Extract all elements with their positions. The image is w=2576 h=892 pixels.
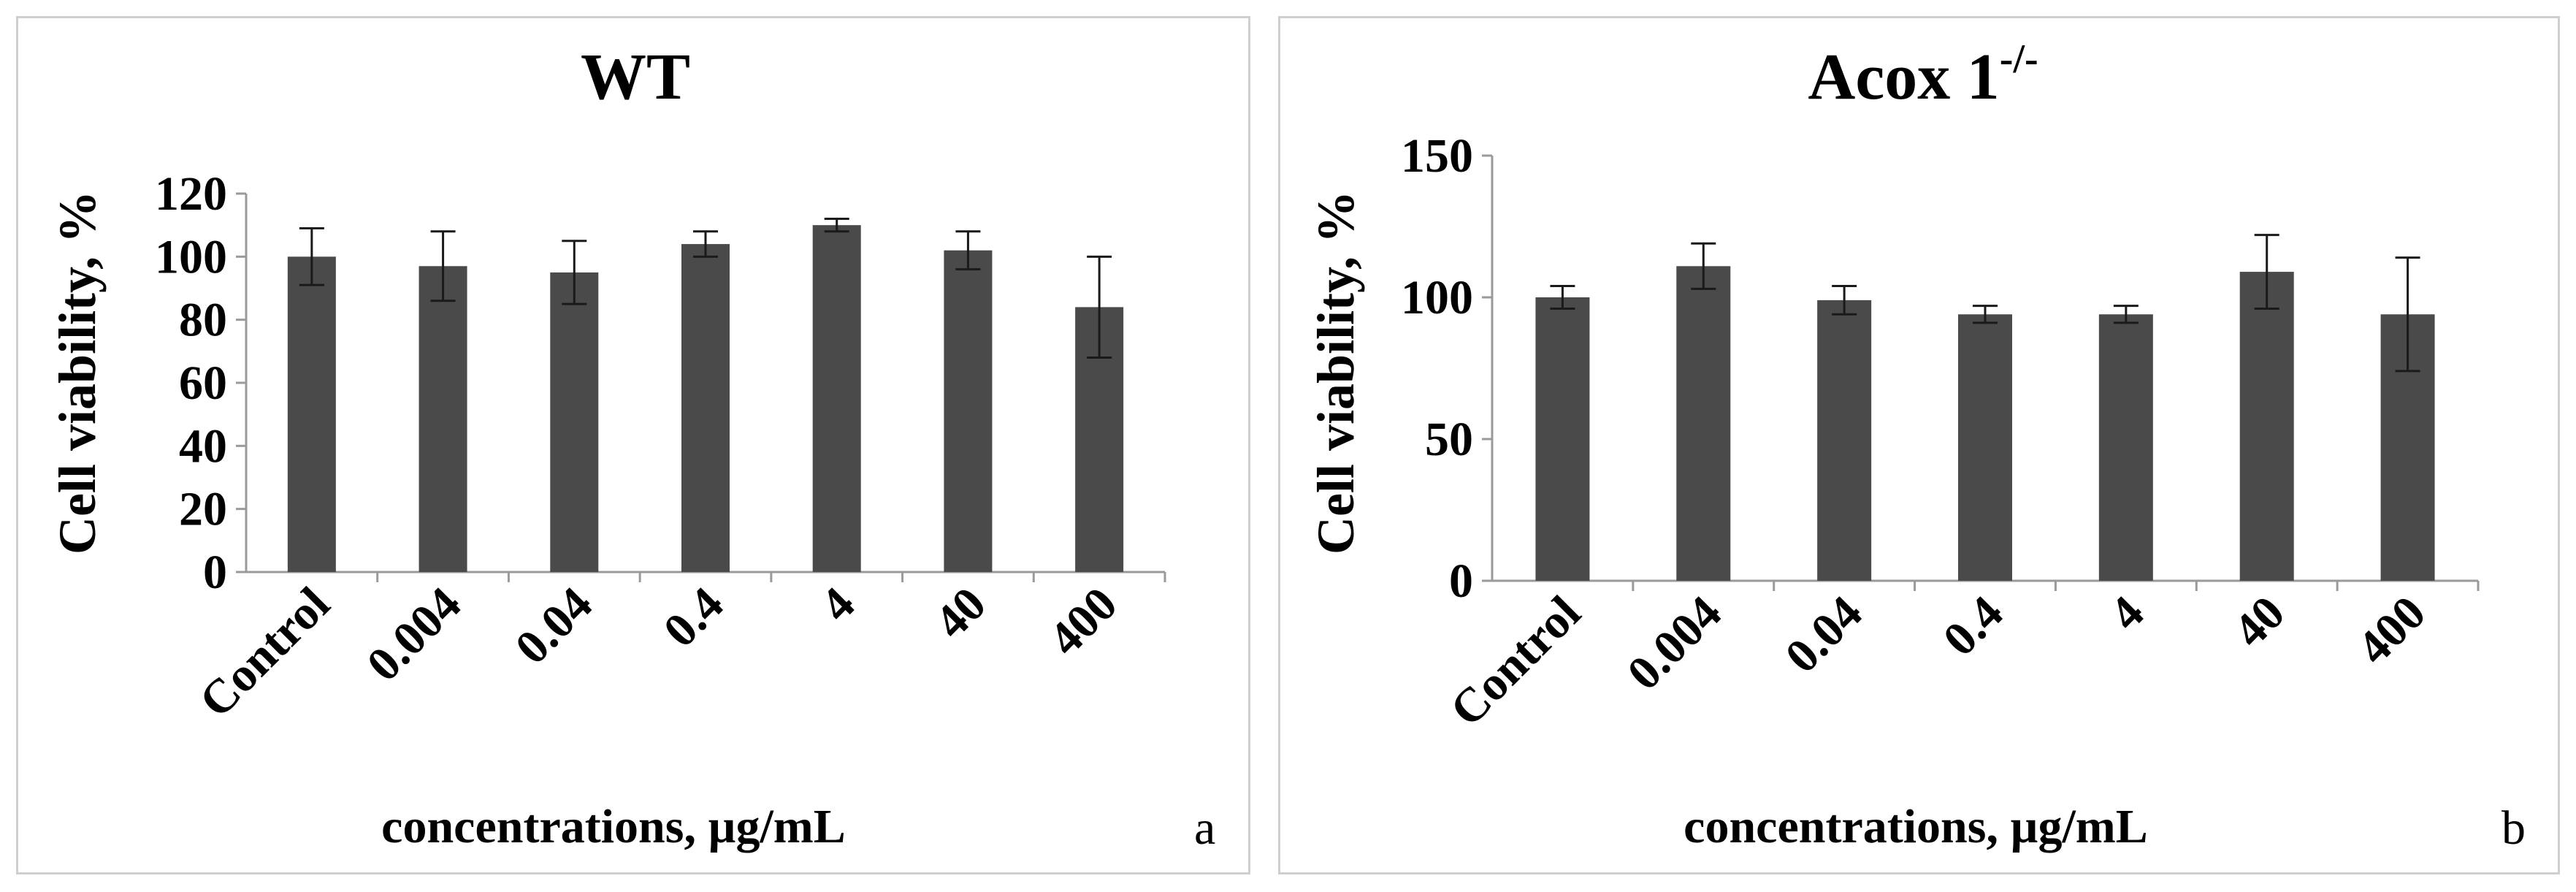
x-tick-label: 4 xyxy=(810,577,865,632)
bar-chart-wt: WT Cell viability, % concentrations, µg/… xyxy=(48,41,1215,855)
x-axis-label: concentrations, µg/mL xyxy=(1683,800,2148,853)
bar-0.04 xyxy=(1817,300,1872,581)
x-tick-label: 0.004 xyxy=(357,577,472,692)
y-tick-label: 80 xyxy=(179,294,227,347)
bar-40 xyxy=(2239,272,2294,581)
bar-0.4 xyxy=(1958,314,2012,581)
bar-40 xyxy=(944,250,993,572)
y-tick-label: 50 xyxy=(1425,413,1473,466)
y-tick-label: 0 xyxy=(1449,554,1473,608)
bar-chart-acox1: Acox 1-/- Cell viability, % concentratio… xyxy=(1307,37,2526,855)
chart-title-superscript: -/- xyxy=(2000,37,2038,82)
x-axis-label: concentrations, µg/mL xyxy=(381,800,846,853)
y-tick-label: 60 xyxy=(179,357,227,410)
chart-title-main: Acox 1 xyxy=(1808,41,1999,113)
chart-panel-acox1: Acox 1-/- Cell viability, % concentratio… xyxy=(1278,16,2560,874)
bar-0.4 xyxy=(681,244,730,572)
x-tick-label: 0.04 xyxy=(1775,586,1872,683)
x-tick-label: 40 xyxy=(2223,586,2295,657)
y-tick-label: 100 xyxy=(155,230,227,283)
x-tick-label: 400 xyxy=(1039,577,1128,666)
panel-letter: b xyxy=(2502,801,2526,855)
y-tick-label: 20 xyxy=(179,483,227,536)
x-tick-label: 0.004 xyxy=(1617,586,1732,701)
y-tick-label: 0 xyxy=(203,546,227,599)
x-tick-label: 0.4 xyxy=(654,577,734,657)
bar-4 xyxy=(2098,314,2153,581)
y-tick-label: 100 xyxy=(1401,271,1473,324)
y-axis-label: Cell viability, % xyxy=(48,191,107,554)
x-tick-label: Control xyxy=(1440,586,1591,736)
x-tick-label: 400 xyxy=(2347,586,2437,675)
x-tick-label: 0.04 xyxy=(505,577,603,674)
y-tick-label: 120 xyxy=(155,167,227,221)
x-tick-label: 40 xyxy=(925,577,996,649)
x-tick-label: 0.4 xyxy=(1933,586,2014,666)
bar-0.004 xyxy=(1676,266,1731,581)
x-tick-label: Control xyxy=(189,577,340,728)
bar-0.04 xyxy=(550,272,599,572)
chart-title: WT xyxy=(581,41,690,113)
plot-area: 0 20 40 60 80 100 120 Control 0.004 0.04 0.4 4 40 400 xyxy=(155,167,1166,728)
x-tick-label: 4 xyxy=(2100,586,2155,641)
chart-title: Acox 1-/- xyxy=(1808,37,2038,113)
bar-Control xyxy=(1535,297,1590,581)
y-tick-label: 150 xyxy=(1401,129,1473,183)
bar-4 xyxy=(812,225,861,572)
plot-area: 0 50 100 150 Control 0.004 0.04 0.4 4 40 400 xyxy=(1401,129,2480,736)
chart-panel-wt: WT Cell viability, % concentrations, µg/… xyxy=(16,16,1250,874)
bar-Control xyxy=(287,256,336,572)
y-tick-label: 40 xyxy=(179,419,227,473)
panel-letter: a xyxy=(1194,801,1215,855)
y-axis-label: Cell viability, % xyxy=(1307,191,1365,554)
bar-0.004 xyxy=(418,266,467,572)
